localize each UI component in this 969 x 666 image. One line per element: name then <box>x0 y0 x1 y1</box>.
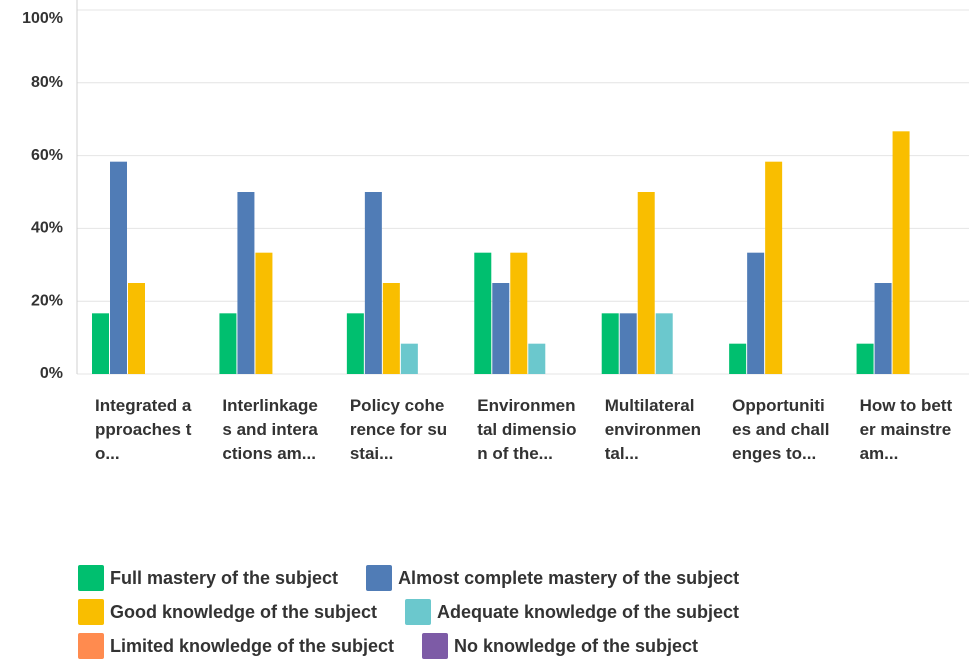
bar <box>400 343 418 374</box>
legend-label: No knowledge of the subject <box>454 635 699 656</box>
legend-item: Good knowledge of the subject <box>78 599 377 625</box>
y-tick-label: 20% <box>31 292 63 309</box>
bar <box>219 313 237 374</box>
bar <box>492 283 510 374</box>
bar <box>637 192 655 374</box>
bar <box>601 313 619 374</box>
bar <box>874 283 892 374</box>
legend-label: Almost complete mastery of the subject <box>398 567 740 588</box>
bar <box>474 252 492 374</box>
x-tick-label: Interlinkages and interactions am... <box>222 396 318 463</box>
bar <box>528 343 546 374</box>
bar <box>110 161 127 374</box>
bar <box>382 283 400 374</box>
legend-swatch <box>405 599 432 625</box>
bar <box>729 343 747 374</box>
legend: Full mastery of the subject Almost comple… <box>78 565 898 659</box>
bar <box>510 252 528 374</box>
legend-label: Full mastery of the subject <box>110 567 339 588</box>
x-tick-label: Multilateral environmental... <box>604 396 702 463</box>
x-tick-label: How to better mainstream... <box>859 396 953 463</box>
bar <box>747 252 765 374</box>
x-tick-label: Integrated approaches to... <box>95 396 192 463</box>
chart: 0% 20% 40% 60% 80% 100% <box>22 0 969 382</box>
x-tick-label: Policy coherence for sustai... <box>349 396 448 463</box>
legend-label: Limited knowledge of the subject <box>110 635 395 656</box>
bar <box>856 343 874 374</box>
y-tick-label: 60% <box>31 147 63 164</box>
y-tick-label: 40% <box>31 220 63 237</box>
bar <box>364 192 382 374</box>
bar <box>892 131 910 374</box>
legend-item: Almost complete mastery of the subject <box>366 565 739 591</box>
y-tick-label: 80% <box>31 74 63 91</box>
bar <box>655 313 673 374</box>
bar <box>237 192 255 374</box>
x-tick-label: Environmental dimension of the... <box>477 396 577 463</box>
bar <box>619 313 637 374</box>
legend-item: Full mastery of the subject <box>78 565 338 591</box>
legend-item: Adequate knowledge of the subject <box>405 599 739 625</box>
legend-item: No knowledge of the subject <box>422 633 698 659</box>
y-tick-label: 0% <box>40 365 63 382</box>
legend-swatch <box>422 633 449 659</box>
bar <box>255 252 273 374</box>
bar <box>128 283 145 374</box>
bar <box>92 313 109 374</box>
legend-item: Limited knowledge of the subject <box>78 633 394 659</box>
bar <box>765 161 783 374</box>
y-tick-label: 100% <box>22 10 63 27</box>
bar <box>346 313 364 374</box>
legend-swatch <box>78 565 104 591</box>
x-tick-label: Opportunities and challenges to... <box>732 396 830 463</box>
legend-label: Good knowledge of the subject <box>110 601 378 622</box>
legend-label: Adequate knowledge of the subject <box>437 601 740 622</box>
legend-swatch <box>78 633 104 659</box>
legend-swatch <box>366 565 393 591</box>
legend-swatch <box>78 599 104 625</box>
